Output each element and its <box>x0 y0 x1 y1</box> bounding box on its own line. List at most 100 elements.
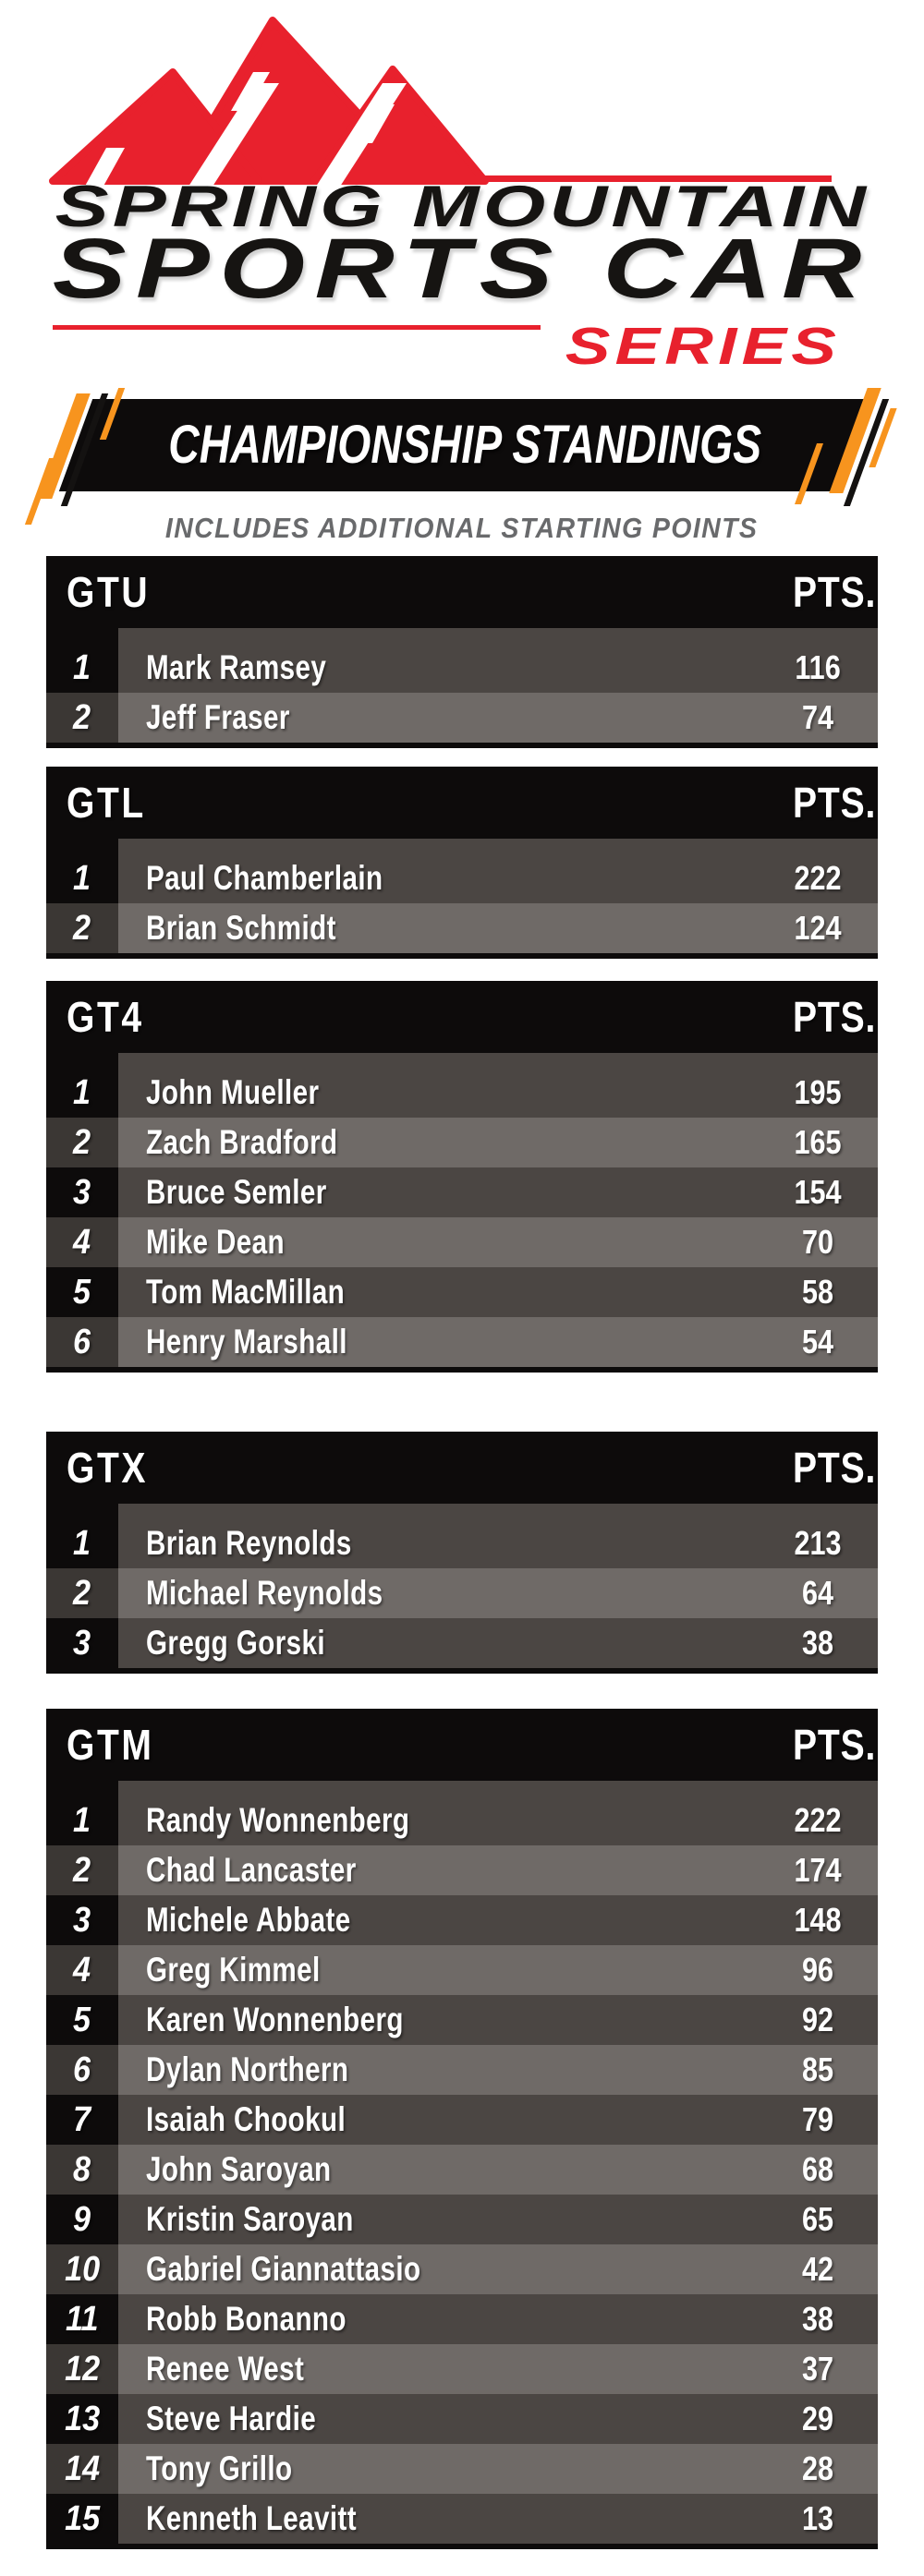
driver-name-text: Renee West <box>146 2350 305 2388</box>
position-number: 9 <box>73 2199 91 2239</box>
class-label: GTM <box>46 1720 169 1770</box>
position-number: 5 <box>73 1272 91 1312</box>
points-value-text: 124 <box>794 909 842 947</box>
logo-title-line2: SPORTS CAR <box>0 222 924 316</box>
table-footer-strip <box>46 1668 878 1674</box>
standings-table-gtx: GTX PTS. 1 Brian Reynolds 213 2 Michael Reynol… <box>46 1432 878 1674</box>
driver-name-text: Kristin Saroyan <box>146 2200 354 2238</box>
standings-table-gt4: GT4 PTS. 1 John Mueller 195 2 Zach Bradford 165… <box>46 981 878 1373</box>
standings-row: 13 Steve Hardie 29 <box>46 2394 878 2444</box>
row-body: Henry Marshall 54 <box>118 1317 878 1367</box>
row-body: Isaiah Chookul 79 <box>118 2095 878 2145</box>
points-value: 37 <box>758 2350 878 2389</box>
standings-row: 5 Karen Wonnenberg 92 <box>46 1995 878 2045</box>
position-number: 14 <box>64 2449 101 2488</box>
logo-title-line1: SPRING MOUNTAIN <box>0 175 924 239</box>
driver-name: Brian Schmidt <box>118 909 758 948</box>
points-value: 116 <box>758 648 878 687</box>
points-header: PTS. <box>785 778 878 828</box>
row-body: Kenneth Leavitt 13 <box>118 2494 878 2544</box>
position-cell: 5 <box>46 1995 118 2045</box>
position-cell: 1 <box>46 839 118 903</box>
standings-row: 2 Michael Reynolds 64 <box>46 1568 878 1618</box>
points-value: 64 <box>758 1574 878 1613</box>
points-header: PTS. <box>785 992 878 1042</box>
points-value: 38 <box>758 1624 878 1663</box>
points-value-text: 42 <box>801 2250 834 2288</box>
table-header: GT4 PTS. <box>46 981 878 1053</box>
driver-name: Dylan Northern <box>118 2050 758 2089</box>
position-cell: 3 <box>46 1167 118 1217</box>
table-footer-strip <box>46 2544 878 2549</box>
position-number: 1 <box>73 647 91 687</box>
series-underline-rule <box>53 325 541 330</box>
table-footer-strip <box>46 743 878 748</box>
standings-row: 4 Mike Dean 70 <box>46 1217 878 1267</box>
position-number: 1 <box>73 1072 91 1112</box>
row-body: Gregg Gorski 38 <box>118 1618 878 1668</box>
row-body: Michele Abbate 148 <box>118 1895 878 1945</box>
position-number: 7 <box>73 2099 91 2139</box>
points-value-text: 68 <box>801 2150 834 2188</box>
row-body: Jeff Fraser 74 <box>118 693 878 743</box>
driver-name-text: Michele Abbate <box>146 1901 351 1939</box>
position-cell: 3 <box>46 1618 118 1668</box>
position-number: 2 <box>73 908 91 948</box>
banner-title: CHAMPIONSHIP STANDINGS <box>168 415 761 475</box>
standings-tables: GTU PTS. 1 Mark Ramsey 116 2 Jeff Fraser 74 GTL P… <box>46 556 878 2549</box>
standings-table-gtl: GTL PTS. 1 Paul Chamberlain 222 2 Brian Schmid… <box>46 767 878 959</box>
row-body: Brian Schmidt 124 <box>118 903 878 953</box>
driver-name: Zach Bradford <box>118 1123 758 1162</box>
points-value-text: 58 <box>801 1273 834 1311</box>
points-value: 222 <box>758 859 878 898</box>
points-value: 222 <box>758 1801 878 1840</box>
position-number: 3 <box>73 1900 91 1940</box>
points-value-text: 154 <box>794 1173 842 1211</box>
driver-name-text: Henry Marshall <box>146 1323 347 1361</box>
row-body: Kristin Saroyan 65 <box>118 2195 878 2244</box>
row-body: John Saroyan 68 <box>118 2145 878 2195</box>
driver-name: Jeff Fraser <box>118 698 758 737</box>
position-cell: 9 <box>46 2195 118 2244</box>
points-header: PTS. <box>785 1720 878 1770</box>
row-body: Dylan Northern 85 <box>118 2045 878 2095</box>
points-value-text: 222 <box>794 859 842 897</box>
driver-name-text: Brian Schmidt <box>146 909 336 947</box>
driver-name: Isaiah Chookul <box>118 2100 758 2139</box>
points-value: 213 <box>758 1524 878 1563</box>
driver-name: John Saroyan <box>118 2150 758 2189</box>
logo-text-sports-car: SPORTS CAR <box>53 222 871 316</box>
position-cell: 1 <box>46 1504 118 1568</box>
position-cell: 6 <box>46 2045 118 2095</box>
driver-name: Mike Dean <box>118 1223 758 1262</box>
class-label-text: GTU <box>67 568 151 616</box>
driver-name: Paul Chamberlain <box>118 859 758 898</box>
driver-name-text: Karen Wonnenberg <box>146 2001 404 2038</box>
position-number: 1 <box>73 1523 91 1563</box>
standings-row: 1 Paul Chamberlain 222 <box>46 839 878 903</box>
row-body: Steve Hardie 29 <box>118 2394 878 2444</box>
position-cell: 10 <box>46 2244 118 2294</box>
table-header: GTL PTS. <box>46 767 878 839</box>
driver-name: Steve Hardie <box>118 2400 758 2438</box>
table-header: GTX PTS. <box>46 1432 878 1504</box>
logo-text-spring-mountain: SPRING MOUNTAIN <box>55 175 869 239</box>
driver-name: Kristin Saroyan <box>118 2200 758 2239</box>
standings-row: 1 Brian Reynolds 213 <box>46 1504 878 1568</box>
standings-row: 12 Renee West 37 <box>46 2344 878 2394</box>
standings-row: 4 Greg Kimmel 96 <box>46 1945 878 1995</box>
row-body: Greg Kimmel 96 <box>118 1945 878 1995</box>
driver-name: Michele Abbate <box>118 1901 758 1940</box>
points-value-text: 195 <box>794 1073 842 1111</box>
row-body: Tony Grillo 28 <box>118 2444 878 2494</box>
position-cell: 4 <box>46 1217 118 1267</box>
points-value-text: 37 <box>801 2350 834 2388</box>
standings-row: 1 John Mueller 195 <box>46 1053 878 1118</box>
driver-name: Chad Lancaster <box>118 1851 758 1890</box>
points-value: 92 <box>758 2001 878 2039</box>
class-label-text: GTM <box>67 1721 154 1769</box>
row-body: Mark Ramsey 116 <box>118 628 878 693</box>
driver-name: Brian Reynolds <box>118 1524 758 1563</box>
table-footer-strip <box>46 1367 878 1373</box>
